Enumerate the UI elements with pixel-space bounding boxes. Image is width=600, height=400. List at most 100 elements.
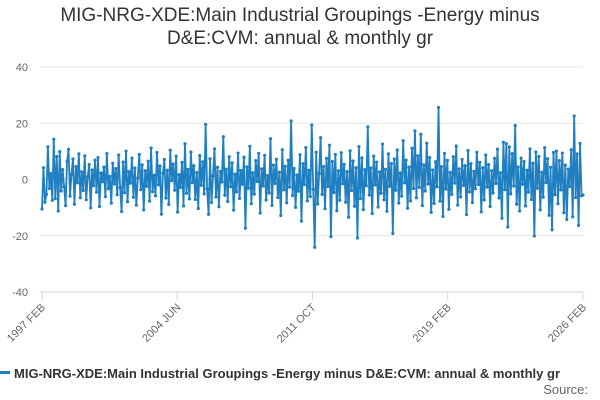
data-point[interactable]: [319, 135, 323, 140]
data-point[interactable]: [296, 189, 301, 193]
data-point[interactable]: [80, 170, 84, 174]
data-point[interactable]: [285, 201, 289, 205]
data-point[interactable]: [279, 213, 283, 218]
data-point[interactable]: [348, 149, 352, 153]
data-point[interactable]: [146, 159, 150, 163]
data-point[interactable]: [369, 166, 373, 170]
data-point[interactable]: [537, 154, 541, 159]
data-point[interactable]: [310, 123, 314, 127]
data-point[interactable]: [441, 214, 445, 218]
data-point[interactable]: [186, 167, 190, 171]
data-point[interactable]: [282, 188, 286, 192]
data-point[interactable]: [459, 195, 463, 199]
data-point[interactable]: [311, 187, 315, 191]
data-point[interactable]: [307, 168, 311, 172]
data-point[interactable]: [556, 202, 560, 206]
data-point[interactable]: [139, 188, 143, 192]
data-point[interactable]: [143, 169, 147, 173]
data-point[interactable]: [408, 199, 413, 203]
data-point[interactable]: [56, 209, 60, 213]
data-point[interactable]: [223, 193, 227, 197]
data-point[interactable]: [158, 164, 162, 168]
data-point[interactable]: [345, 170, 349, 174]
data-point[interactable]: [262, 153, 267, 157]
data-point[interactable]: [385, 209, 389, 213]
data-point[interactable]: [59, 189, 63, 193]
data-point[interactable]: [394, 188, 398, 192]
data-point[interactable]: [470, 200, 475, 205]
data-point[interactable]: [330, 159, 334, 164]
data-point[interactable]: [165, 168, 169, 172]
data-point[interactable]: [451, 155, 455, 159]
data-point[interactable]: [168, 148, 172, 152]
data-point[interactable]: [125, 200, 130, 204]
data-point[interactable]: [286, 158, 290, 162]
data-point[interactable]: [115, 193, 119, 197]
data-point[interactable]: [97, 204, 102, 209]
data-point[interactable]: [327, 143, 332, 147]
data-point[interactable]: [131, 195, 135, 199]
data-point[interactable]: [153, 194, 158, 198]
data-point[interactable]: [87, 162, 91, 167]
data-point[interactable]: [433, 160, 438, 164]
data-point[interactable]: [532, 234, 536, 238]
data-point[interactable]: [178, 185, 183, 189]
data-point[interactable]: [576, 223, 581, 227]
data-point[interactable]: [121, 160, 125, 164]
data-point[interactable]: [431, 168, 435, 172]
data-point[interactable]: [516, 165, 520, 169]
data-point[interactable]: [372, 154, 376, 158]
data-point[interactable]: [91, 184, 96, 188]
data-point[interactable]: [277, 170, 281, 174]
data-point[interactable]: [142, 208, 146, 212]
data-point[interactable]: [438, 199, 442, 203]
data-point[interactable]: [176, 210, 180, 214]
data-point[interactable]: [410, 146, 414, 150]
data-point[interactable]: [500, 216, 504, 220]
data-point[interactable]: [403, 181, 407, 185]
data-point[interactable]: [295, 173, 299, 177]
data-point[interactable]: [407, 165, 411, 169]
data-point[interactable]: [569, 148, 573, 152]
data-point[interactable]: [571, 215, 575, 219]
data-point[interactable]: [280, 148, 284, 152]
data-point[interactable]: [77, 152, 81, 156]
data-point[interactable]: [174, 154, 178, 158]
data-point[interactable]: [540, 170, 544, 174]
data-point[interactable]: [541, 195, 545, 199]
data-point[interactable]: [233, 172, 237, 176]
data-point[interactable]: [245, 165, 249, 169]
data-point[interactable]: [360, 156, 364, 160]
data-point[interactable]: [130, 156, 134, 160]
data-point[interactable]: [122, 191, 127, 195]
data-point[interactable]: [560, 151, 564, 155]
data-point[interactable]: [535, 186, 539, 190]
data-point[interactable]: [361, 207, 365, 212]
data-point[interactable]: [419, 132, 423, 136]
data-point[interactable]: [63, 204, 68, 208]
data-point[interactable]: [578, 141, 582, 146]
data-point[interactable]: [184, 191, 189, 195]
data-point[interactable]: [467, 190, 472, 194]
data-point[interactable]: [99, 171, 103, 175]
data-point[interactable]: [422, 163, 426, 167]
data-point[interactable]: [149, 146, 153, 150]
data-point[interactable]: [463, 164, 467, 168]
data-point[interactable]: [117, 153, 121, 157]
data-point[interactable]: [439, 164, 444, 169]
data-point[interactable]: [192, 164, 196, 168]
data-point[interactable]: [416, 154, 420, 158]
data-point[interactable]: [574, 195, 578, 200]
data-point[interactable]: [339, 151, 343, 155]
data-point[interactable]: [133, 166, 137, 170]
data-point[interactable]: [69, 172, 74, 177]
data-point[interactable]: [124, 149, 128, 153]
legend[interactable]: MIG-NRG-XDE:Main Industrial Groupings -E…: [0, 366, 600, 381]
data-point[interactable]: [351, 159, 355, 163]
data-point[interactable]: [173, 188, 177, 192]
data-point[interactable]: [411, 186, 416, 191]
data-point[interactable]: [364, 184, 368, 188]
data-point[interactable]: [164, 196, 168, 200]
data-point[interactable]: [370, 211, 374, 216]
data-point[interactable]: [314, 150, 318, 154]
